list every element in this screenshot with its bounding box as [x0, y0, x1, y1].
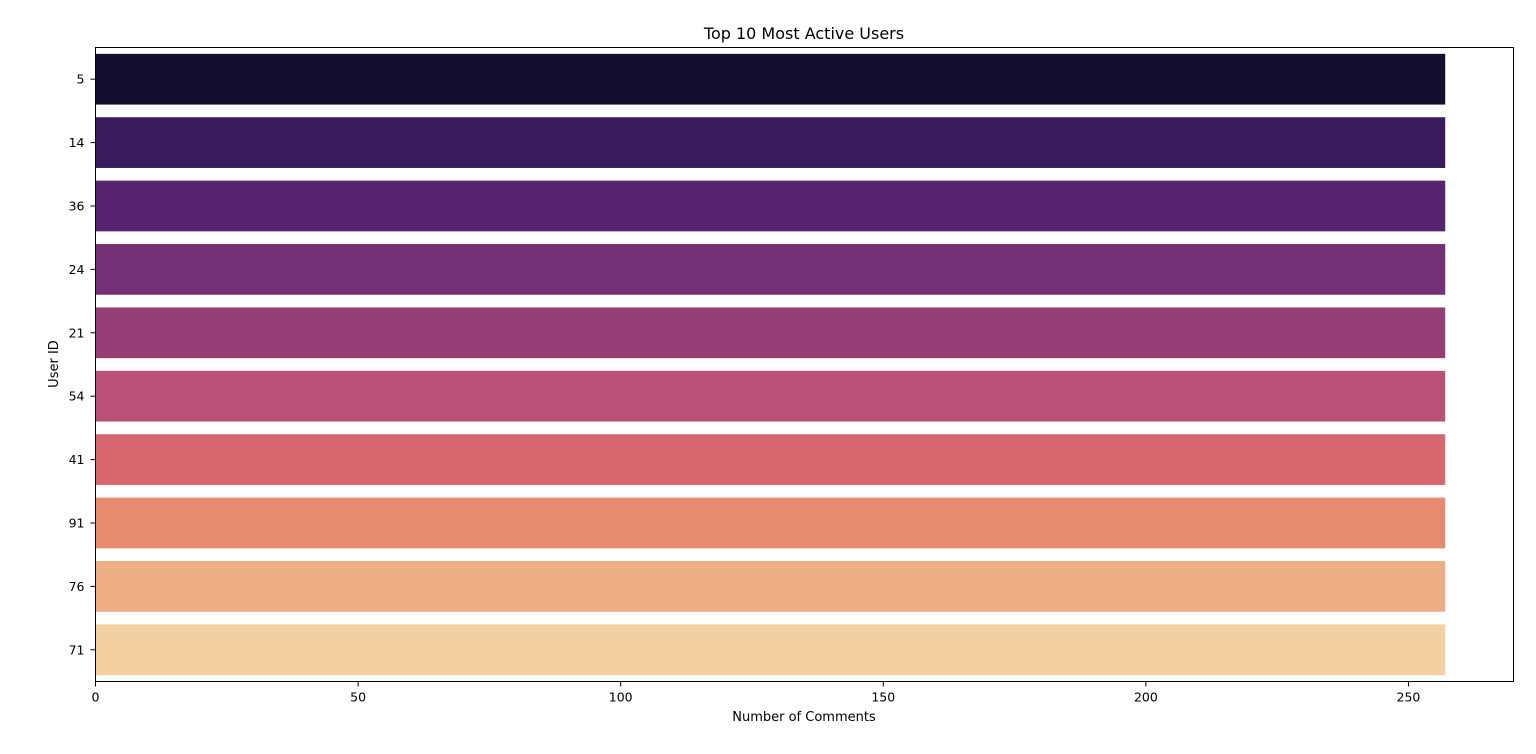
y-tick-label: 24 [69, 262, 85, 277]
bar-user-41 [95, 434, 1446, 485]
plot-frame [95, 47, 1514, 682]
bar-user-36 [95, 180, 1446, 232]
bar-user-76 [95, 561, 1446, 612]
x-ticks-layer: 0 50 100 150 200 250 [92, 681, 1421, 705]
x-tick-label: 250 [1397, 690, 1421, 705]
x-tick-label: 150 [871, 690, 895, 705]
bar-user-21 [95, 307, 1446, 359]
x-tick-label: 0 [92, 690, 100, 705]
bar-user-14 [95, 117, 1446, 168]
y-tick-label: 21 [69, 325, 85, 340]
y-tick-label: 5 [77, 72, 85, 87]
bar-user-91 [95, 497, 1446, 549]
x-tick-label: 200 [1134, 690, 1158, 705]
y-tick-label: 41 [69, 452, 85, 467]
y-ticks-layer: 5 14 36 24 21 54 41 91 76 71 [69, 72, 96, 657]
bars-layer [95, 53, 1446, 676]
y-axis-label: User ID [47, 340, 62, 388]
x-axis-label: Number of Comments [732, 710, 876, 725]
x-tick-label: 100 [609, 690, 633, 705]
x-tick-label: 50 [350, 690, 366, 705]
y-tick-label: 54 [69, 389, 85, 404]
bar-user-54 [95, 370, 1446, 422]
bar-user-5 [95, 53, 1446, 105]
y-tick-label: 36 [69, 199, 85, 214]
y-tick-label: 71 [69, 642, 85, 657]
bar-user-71 [95, 624, 1446, 676]
bar-user-24 [95, 244, 1446, 295]
chart-title: Top 10 Most Active Users [703, 24, 904, 43]
y-tick-label: 91 [69, 516, 85, 531]
y-tick-label: 76 [69, 579, 85, 594]
y-tick-label: 14 [69, 135, 85, 150]
